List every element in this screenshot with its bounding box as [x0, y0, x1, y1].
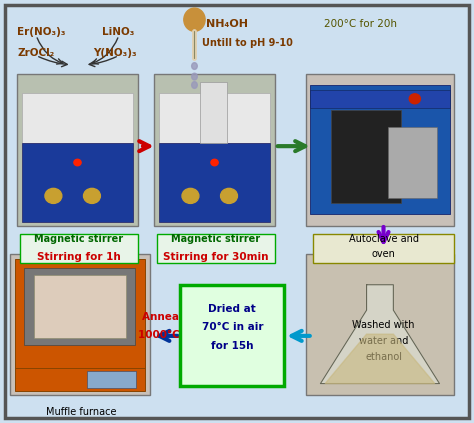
- FancyBboxPatch shape: [15, 259, 145, 369]
- FancyBboxPatch shape: [34, 275, 126, 338]
- Text: Muffle furnace: Muffle furnace: [46, 407, 116, 417]
- Circle shape: [211, 159, 218, 166]
- Text: for 15h: for 15h: [211, 341, 254, 351]
- FancyBboxPatch shape: [87, 371, 136, 388]
- Text: ZrOCl₂: ZrOCl₂: [17, 48, 55, 58]
- FancyBboxPatch shape: [15, 368, 145, 391]
- Ellipse shape: [191, 73, 197, 80]
- Text: water and: water and: [359, 336, 408, 346]
- FancyBboxPatch shape: [159, 93, 270, 143]
- Polygon shape: [325, 334, 435, 384]
- Circle shape: [182, 188, 199, 203]
- FancyBboxPatch shape: [331, 110, 401, 203]
- FancyBboxPatch shape: [310, 90, 450, 108]
- Text: Magnetic stirrer: Magnetic stirrer: [171, 234, 260, 244]
- Text: Magnetic stirrer: Magnetic stirrer: [34, 234, 123, 244]
- Text: oven: oven: [372, 249, 395, 258]
- Ellipse shape: [184, 8, 205, 31]
- Text: LiNO₃: LiNO₃: [102, 27, 135, 37]
- FancyBboxPatch shape: [388, 127, 437, 198]
- Text: 200°C for 20h: 200°C for 20h: [324, 19, 397, 29]
- FancyBboxPatch shape: [159, 143, 270, 222]
- Text: NH₄OH: NH₄OH: [206, 19, 248, 29]
- FancyBboxPatch shape: [156, 234, 275, 263]
- Text: Washed with: Washed with: [352, 320, 415, 330]
- FancyBboxPatch shape: [180, 285, 284, 387]
- FancyBboxPatch shape: [22, 93, 133, 143]
- FancyBboxPatch shape: [310, 85, 450, 214]
- FancyBboxPatch shape: [313, 234, 455, 263]
- Text: Autoclave and: Autoclave and: [348, 234, 419, 244]
- Circle shape: [409, 94, 420, 104]
- FancyBboxPatch shape: [10, 254, 150, 395]
- FancyBboxPatch shape: [17, 74, 138, 226]
- FancyBboxPatch shape: [155, 74, 275, 226]
- Circle shape: [83, 188, 100, 203]
- FancyBboxPatch shape: [22, 143, 133, 222]
- Text: Stirring for 1h: Stirring for 1h: [37, 252, 120, 261]
- FancyBboxPatch shape: [306, 254, 455, 395]
- Polygon shape: [320, 285, 439, 384]
- Text: Stirring for 30min: Stirring for 30min: [163, 252, 268, 261]
- Text: Er(NO₃)₃: Er(NO₃)₃: [17, 27, 66, 37]
- Circle shape: [220, 188, 237, 203]
- Text: 70°C in air: 70°C in air: [201, 322, 263, 332]
- FancyBboxPatch shape: [306, 74, 455, 226]
- Text: 1000°C for 3h: 1000°C for 3h: [137, 330, 218, 340]
- Circle shape: [74, 159, 81, 166]
- Text: Annealed at: Annealed at: [142, 312, 213, 322]
- FancyBboxPatch shape: [19, 234, 138, 263]
- FancyBboxPatch shape: [200, 82, 227, 143]
- Text: Dried at: Dried at: [209, 304, 256, 314]
- Text: Y(NO₃)₃: Y(NO₃)₃: [93, 48, 137, 58]
- Text: Untill to pH 9-10: Untill to pH 9-10: [201, 38, 292, 48]
- Circle shape: [45, 188, 62, 203]
- Text: ethanol: ethanol: [365, 352, 402, 363]
- FancyBboxPatch shape: [24, 268, 136, 346]
- Ellipse shape: [191, 82, 197, 88]
- FancyBboxPatch shape: [5, 5, 469, 418]
- Ellipse shape: [191, 63, 197, 69]
